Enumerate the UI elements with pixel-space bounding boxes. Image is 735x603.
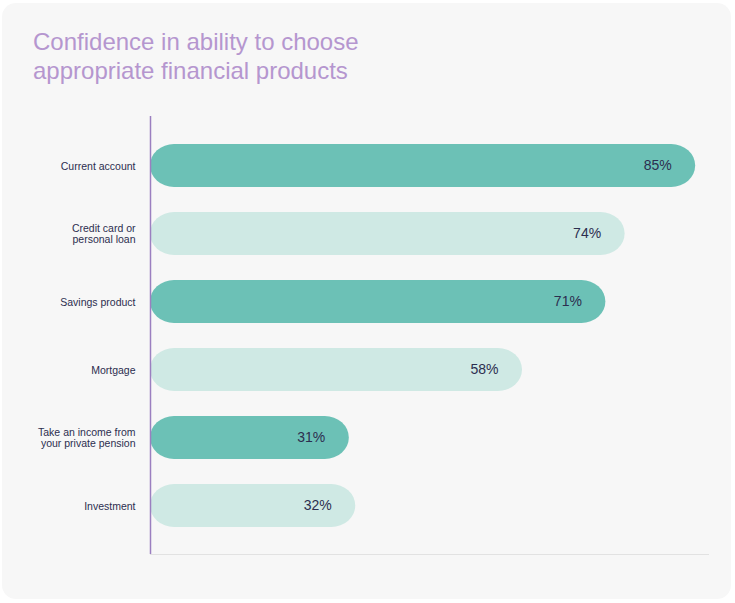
svg-text:32%: 32% <box>304 497 332 513</box>
html-text:Confidence in ability to choos: Confidence in ability to choose appropri… <box>33 28 359 84</box>
svg-text:Mortgage: Mortgage <box>91 364 136 376</box>
svg-text:74%: 74% <box>573 225 601 241</box>
svg-text:Credit card orpersonal loan: Credit card orpersonal loan <box>72 222 136 246</box>
svg-text:Take an income fromyour privat: Take an income fromyour private pension <box>38 426 136 450</box>
svg-text:85%: 85% <box>644 157 672 173</box>
svg-text:Savings product: Savings product <box>60 296 135 308</box>
svg-text:31%: 31% <box>297 429 325 445</box>
svg-text:71%: 71% <box>554 293 582 309</box>
svg-text:Current account: Current account <box>61 160 136 172</box>
svg-text:Investment: Investment <box>84 500 135 512</box>
svg-text:58%: 58% <box>470 361 498 377</box>
